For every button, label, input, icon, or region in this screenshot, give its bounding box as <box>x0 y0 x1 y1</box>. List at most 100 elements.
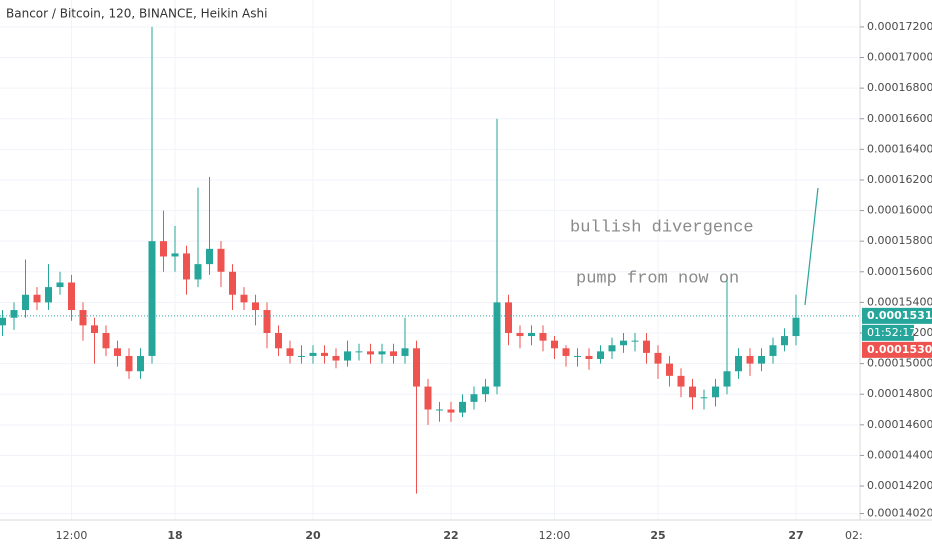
candle-body <box>643 340 650 353</box>
candle-body <box>367 351 374 355</box>
candle-body <box>746 355 754 364</box>
candle-body <box>194 264 202 280</box>
candle-body <box>217 248 225 272</box>
x-tick-label: 25 <box>650 529 665 542</box>
other-price-label: 0.00015304 <box>867 343 932 356</box>
candle-body <box>769 345 777 356</box>
candle-body <box>102 332 110 349</box>
candle-body <box>654 352 662 364</box>
candle-body <box>171 253 179 257</box>
candle-body <box>528 332 535 337</box>
candle-body <box>413 348 420 387</box>
candle-body <box>401 348 409 356</box>
y-tick-label: 0.00015000 <box>867 357 932 370</box>
candle-body <box>332 355 340 361</box>
annotation: bullish divergence <box>570 218 754 237</box>
candle-body <box>620 340 627 346</box>
x-tick-label: 02: <box>845 529 863 542</box>
candle-body <box>263 310 271 333</box>
chart-title: Bancor / Bitcoin, 120, BINANCE, Heikin A… <box>6 7 267 21</box>
y-tick-label: 0.00015400 <box>867 295 932 308</box>
candle-body <box>378 351 386 355</box>
y-tick-label: 0.00017200 <box>867 20 932 33</box>
candle-body <box>56 282 64 288</box>
candle-body <box>79 310 87 326</box>
candle-body <box>424 386 432 410</box>
candle-body <box>240 294 248 303</box>
candle-body <box>344 351 351 361</box>
candle-body <box>206 248 213 265</box>
candle-body <box>689 386 696 398</box>
y-tick-label: 0.00014800 <box>867 387 932 400</box>
candle-body <box>585 355 593 360</box>
candle-body <box>735 355 742 372</box>
candle-body <box>125 355 133 372</box>
candle-body <box>68 282 75 311</box>
candle-body <box>0 317 6 326</box>
candle-body <box>45 287 52 303</box>
last-price-box <box>862 307 932 324</box>
candle-body <box>505 302 512 333</box>
x-tick-label: 27 <box>788 529 803 542</box>
candle-body <box>539 332 547 341</box>
candle-body <box>160 241 167 257</box>
candle-body <box>516 332 524 337</box>
candle-body <box>229 271 236 295</box>
candle-body <box>298 355 305 357</box>
candle-body <box>148 241 156 356</box>
candle-body <box>436 409 443 411</box>
y-tick-label: 0.00016600 <box>867 112 932 125</box>
candle-body <box>631 340 639 342</box>
candle-body <box>677 375 685 387</box>
candle-body <box>723 371 731 387</box>
candle-body <box>355 351 363 353</box>
x-tick-label: 18 <box>167 529 182 542</box>
candle-body <box>493 302 501 387</box>
x-tick-label: 20 <box>305 529 321 542</box>
y-tick-label: 0.00015800 <box>867 234 932 247</box>
candle-body <box>700 397 708 399</box>
candle-body <box>33 294 41 303</box>
y-tick-label: 0.00016000 <box>867 204 932 217</box>
candle-body <box>781 336 788 346</box>
candle-body <box>459 401 466 413</box>
candle-body <box>252 302 259 311</box>
y-tick-label: 0.00014600 <box>867 418 932 431</box>
candle-body <box>470 394 478 402</box>
candle-body <box>482 386 489 395</box>
x-tick-label: 22 <box>443 529 458 542</box>
candle-body <box>597 351 604 360</box>
candle-body <box>666 363 673 376</box>
x-tick-label: 12:00 <box>539 529 571 542</box>
candle-body <box>390 351 397 356</box>
candle-body <box>551 340 558 349</box>
countdown-label: 01:52:17 <box>867 326 916 339</box>
candle-body <box>792 317 800 337</box>
y-tick-label: 0.00017000 <box>867 51 932 64</box>
candle-body <box>114 348 121 356</box>
y-tick-label: 0.00016400 <box>867 142 932 155</box>
candle-body <box>608 345 616 352</box>
y-tick-label: 0.00014020 <box>867 507 932 520</box>
candle-body <box>286 348 294 356</box>
candle-body <box>712 386 719 398</box>
candle-body <box>321 352 328 356</box>
candle-body <box>137 355 144 372</box>
y-tick-label: 0.00015600 <box>867 265 932 278</box>
candle-body <box>183 253 190 280</box>
y-tick-label: 0.00014200 <box>867 479 932 492</box>
candle-body <box>91 325 98 333</box>
trend-line <box>804 187 819 306</box>
y-tick-label: 0.00016800 <box>867 81 932 94</box>
y-tick-label: 0.00014400 <box>867 448 932 461</box>
last-price-label: 0.00015312 <box>867 309 932 322</box>
annotation: pump from now on <box>576 269 739 288</box>
candle-body <box>574 355 581 357</box>
countdown-box <box>862 324 914 341</box>
candle-body <box>309 352 317 356</box>
x-tick-label: 12:00 <box>56 529 88 542</box>
candle-body <box>22 294 29 311</box>
candle-body <box>562 348 570 356</box>
